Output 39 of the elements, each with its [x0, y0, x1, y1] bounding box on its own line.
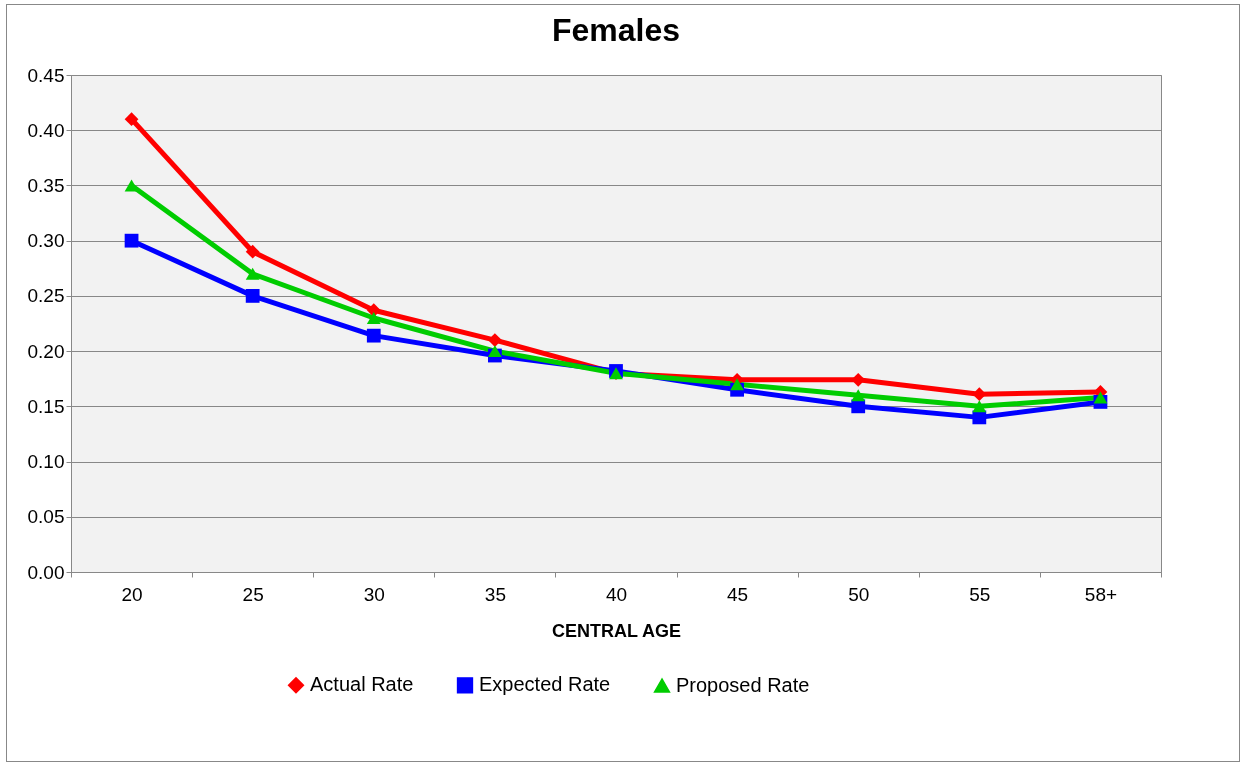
y-tick-label: 0.25: [27, 285, 65, 307]
y-tick-label: 0.45: [27, 64, 65, 86]
x-tick-label: 55: [969, 583, 991, 605]
point: [245, 289, 260, 303]
x-tick-label: 30: [363, 583, 385, 605]
x-tick-label: 50: [848, 583, 870, 605]
x-tick-label: 25: [242, 583, 264, 605]
point: [972, 387, 987, 402]
point: [851, 372, 866, 387]
point: [488, 333, 502, 347]
y-tick-label: 0.30: [27, 230, 65, 252]
point: [366, 328, 381, 343]
x-tick-label: 45: [727, 583, 749, 605]
legend-label: Expected Rate: [479, 673, 611, 696]
point: [366, 312, 381, 324]
point: [1093, 391, 1108, 404]
y-tick-label: 0.35: [27, 174, 65, 196]
chart-title: Females: [551, 12, 681, 48]
point: [124, 233, 139, 248]
point: [851, 389, 866, 402]
y-tick-label: 0.05: [27, 506, 65, 528]
legend-label: Actual Rate: [310, 673, 414, 696]
point: [972, 400, 987, 413]
point: [124, 112, 139, 127]
legend-label: Proposed Rate: [676, 673, 810, 696]
point: [730, 378, 744, 391]
x-tick-label: 20: [121, 583, 143, 605]
y-tick-label: 0.15: [27, 395, 65, 417]
x-tick-label: 35: [484, 583, 506, 605]
point: [488, 345, 502, 358]
x-axis-title: CENTRAL AGE: [551, 620, 682, 641]
y-tick-label: 0.20: [27, 340, 65, 362]
x-tick-label: 58+: [1084, 583, 1118, 605]
y-tick-label: 0.10: [27, 451, 65, 473]
x-tick-label: 40: [605, 583, 628, 605]
y-tick-label: 0.00: [27, 561, 65, 583]
y-tick-label: 0.40: [27, 119, 65, 141]
point: [245, 267, 260, 280]
point: [245, 244, 260, 259]
